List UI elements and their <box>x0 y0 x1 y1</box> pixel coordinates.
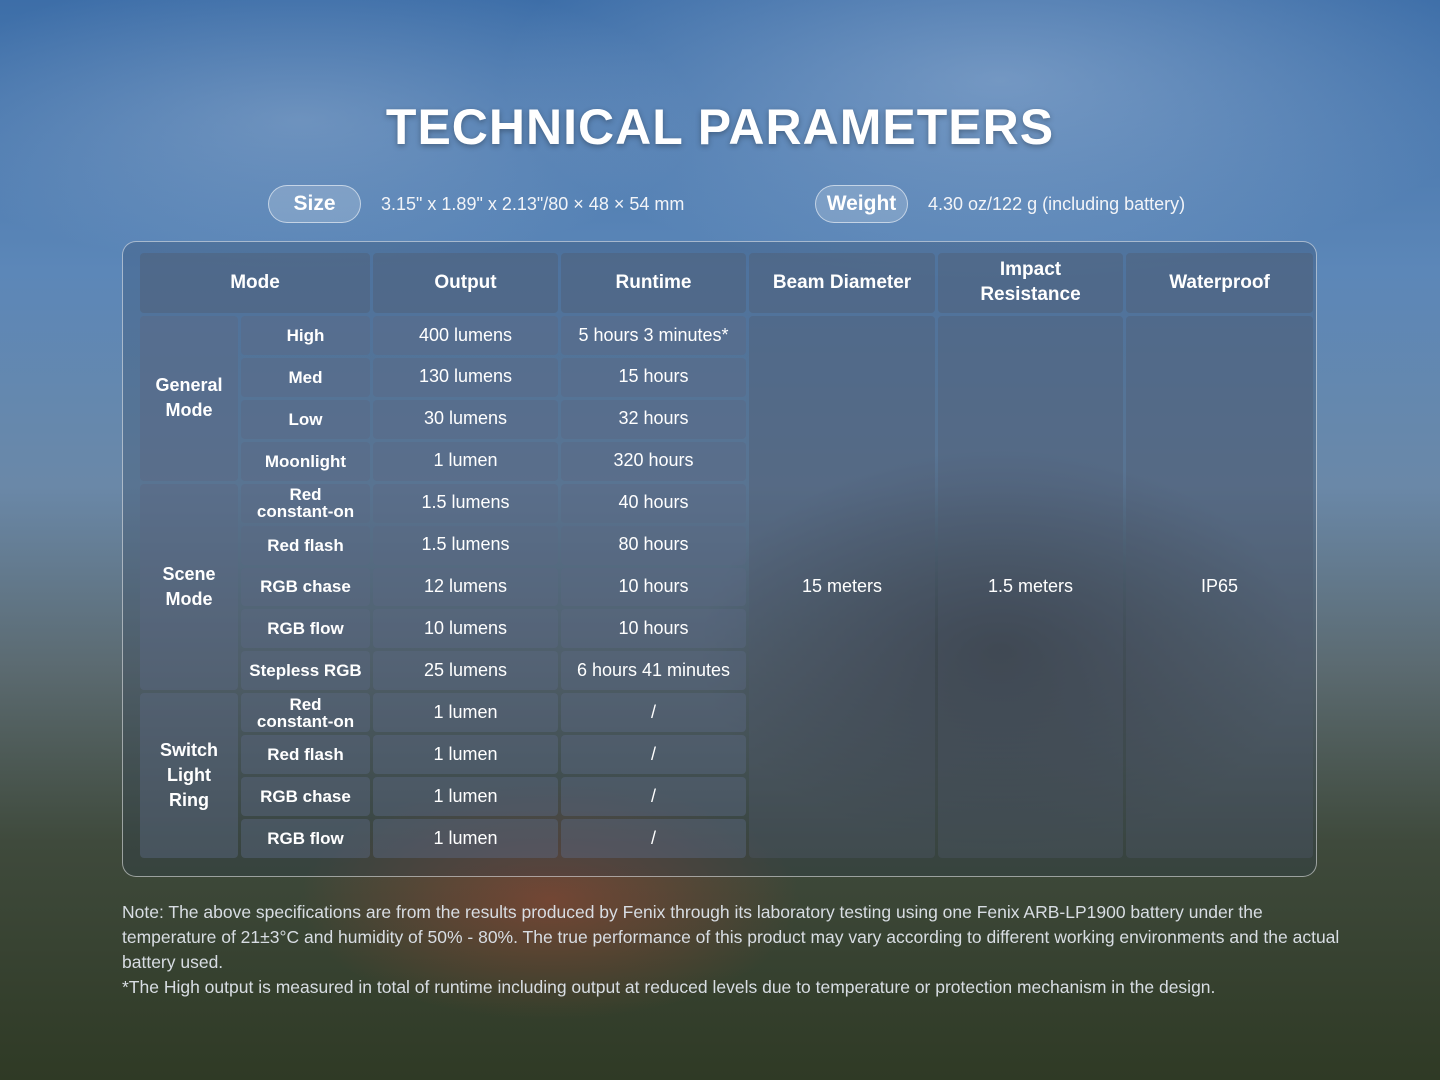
cell-mode: RGB chase <box>241 567 370 607</box>
cell-output: 1 lumen <box>373 693 558 733</box>
note-text: Note: The above specifications are from … <box>122 902 1340 972</box>
cell-mode: Med <box>241 357 370 397</box>
cell-runtime: / <box>561 777 746 817</box>
weight-value: 4.30 oz/122 g (including battery) <box>928 194 1186 214</box>
header-runtime: Runtime <box>561 253 746 313</box>
cell-runtime: 5 hours 3 minutes* <box>561 316 746 355</box>
cell-mode: RGB flow <box>241 819 370 858</box>
cell-mode: RGB chase <box>241 777 370 817</box>
header-waterproof: Waterproof <box>1126 253 1313 313</box>
cell-output: 1 lumen <box>373 819 558 858</box>
cell-runtime: / <box>561 819 746 858</box>
cell-mode: Red constant-on <box>241 483 370 523</box>
cell-output: 130 lumens <box>373 357 558 397</box>
cell-mode: High <box>241 316 370 355</box>
cell-mode: RGB flow <box>241 609 370 649</box>
cell-output: 1.5 lumens <box>373 525 558 565</box>
cell-mode: Stepless RGB <box>241 651 370 691</box>
cell-output: 1 lumen <box>373 777 558 817</box>
cell-output: 10 lumens <box>373 609 558 649</box>
group-scene-mode: Scene Mode <box>140 483 238 691</box>
cell-runtime: 80 hours <box>561 525 746 565</box>
header-beam-diameter: Beam Diameter <box>749 253 935 313</box>
cell-mode: Low <box>241 399 370 439</box>
impact-resistance-value: 1.5 meters <box>938 316 1123 858</box>
cell-mode: Red flash <box>241 735 370 775</box>
page-title: TECHNICAL PARAMETERS <box>385 99 1055 155</box>
cell-output: 1 lumen <box>373 735 558 775</box>
note: Note: The above specifications are from … <box>122 900 1352 1000</box>
size-badge: Size <box>268 185 361 223</box>
cell-runtime: / <box>561 693 746 733</box>
waterproof-value: IP65 <box>1126 316 1313 858</box>
weight-badge: Weight <box>815 185 908 223</box>
cell-mode: Moonlight <box>241 441 370 481</box>
spec-table: Mode Output Runtime Beam Diameter Impact… <box>140 253 1313 858</box>
cell-output: 25 lumens <box>373 651 558 691</box>
cell-runtime: 15 hours <box>561 357 746 397</box>
cell-mode: Red constant-on <box>241 693 370 733</box>
cell-runtime: 40 hours <box>561 483 746 523</box>
beam-diameter-value: 15 meters <box>749 316 935 858</box>
cell-mode: Red flash <box>241 525 370 565</box>
size-value: 3.15" x 1.89" x 2.13"/80 × 48 × 54 mm <box>381 194 685 214</box>
cell-runtime: 320 hours <box>561 441 746 481</box>
cell-output: 30 lumens <box>373 399 558 439</box>
cell-output: 12 lumens <box>373 567 558 607</box>
group-general-mode: General Mode <box>140 316 238 481</box>
spec-table-panel <box>122 241 1317 877</box>
footnote-text: *The High output is measured in total of… <box>122 977 1216 997</box>
cell-output: 1 lumen <box>373 441 558 481</box>
cell-output: 400 lumens <box>373 316 558 355</box>
cell-output: 1.5 lumens <box>373 483 558 523</box>
group-switch-light-ring: Switch Light Ring <box>140 693 238 858</box>
cell-runtime: 10 hours <box>561 609 746 649</box>
cell-runtime: 6 hours 41 minutes <box>561 651 746 691</box>
header-output: Output <box>373 253 558 313</box>
cell-runtime: 32 hours <box>561 399 746 439</box>
cell-runtime: / <box>561 735 746 775</box>
header-impact-resistance: Impact Resistance <box>938 253 1123 313</box>
cell-runtime: 10 hours <box>561 567 746 607</box>
header-mode: Mode <box>140 253 370 313</box>
